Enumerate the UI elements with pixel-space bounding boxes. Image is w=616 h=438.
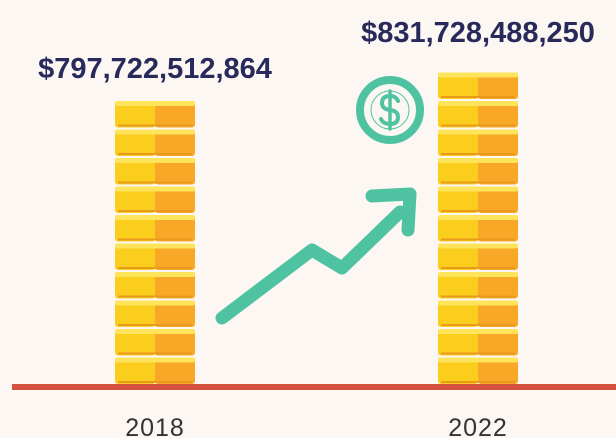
coin-top [438,129,518,135]
coin-right [155,272,195,299]
coin-top [438,215,518,220]
coin-right [478,329,518,356]
coin-edge [118,238,192,241]
coin-top [438,243,518,249]
coin-top [115,158,195,163]
coin-right [155,186,195,213]
coin-edge [118,153,192,155]
coin-edge [441,238,515,241]
coin-top [115,357,195,363]
coin-right [155,101,195,128]
coin-left [115,129,155,156]
coin-stacks [115,72,518,384]
coin-top [115,215,195,220]
coin-left [438,129,478,156]
coin-right [155,329,195,356]
coin-left [438,158,478,185]
coin-top [115,186,195,192]
coin-edge [441,181,515,184]
coin-right [478,158,518,185]
coin-top [438,72,518,78]
coin-edge [118,324,192,326]
amount-label: $797,722,512,864 [38,53,272,85]
coin-left [115,101,155,128]
coin-left [115,215,155,242]
coin-top [115,329,195,334]
coin-right [155,158,195,185]
coin-edge [118,352,192,355]
coin-edge [118,124,192,127]
coin-left [115,300,155,327]
coin-left [438,329,478,356]
coin-edge [118,381,192,383]
year-label: 2018 [125,414,185,438]
coin-left [438,186,478,213]
coin-top [115,243,195,249]
coin-right [155,215,195,242]
coin-edge [118,181,192,184]
coin-edge [118,267,192,269]
coin-right [155,357,195,384]
coin-edge [118,295,192,298]
coin-left [115,186,155,213]
coin-left [115,158,155,185]
amount-label: $831,728,488,250 [361,17,595,49]
coin-left [438,101,478,128]
coin-left [115,272,155,299]
coin-edge [441,153,515,155]
coin-edge [441,96,515,98]
coin-right [478,101,518,128]
coin-right [478,300,518,327]
coin-left [438,215,478,242]
coin-left [438,300,478,327]
coin-edge [441,210,515,212]
coin-right [478,72,518,99]
coin-top [438,272,518,277]
coin-edge [441,295,515,298]
coin-right [478,186,518,213]
coin-edge [118,210,192,212]
coin-top [438,300,518,306]
year-label: 2022 [448,414,508,438]
coin-left [438,72,478,99]
coin-left [115,243,155,270]
coin-left [115,329,155,356]
coin-top [438,158,518,163]
coin-right [155,129,195,156]
coin-right [478,243,518,270]
coin-edge [441,267,515,269]
coin-top [115,129,195,135]
coin-top [438,101,518,106]
growth-arrow [215,205,407,325]
coin-left [115,357,155,384]
coin-left [438,243,478,270]
coin-edge [441,352,515,355]
coin-right [478,272,518,299]
dollar-icon [356,76,424,144]
coin-left [438,272,478,299]
coin-edge [441,381,515,383]
coin-right [155,300,195,327]
arrow-head [365,187,417,237]
coin-edge [441,124,515,127]
coin-left [438,357,478,384]
coin-top [438,329,518,334]
coin-edge [441,324,515,326]
coin-right [478,129,518,156]
coin-top [438,357,518,363]
coin-top [115,300,195,306]
coin-top [438,186,518,192]
coin-right [155,243,195,270]
coin-right [478,215,518,242]
coin-right [478,357,518,384]
coin-top [115,272,195,277]
coin-top [115,101,195,106]
